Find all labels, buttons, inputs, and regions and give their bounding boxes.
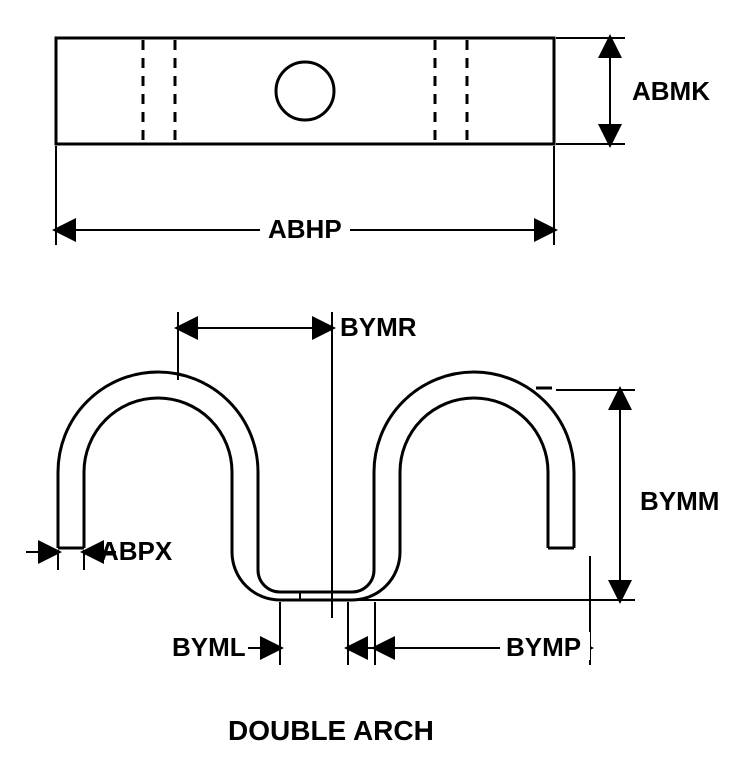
diagram-title: DOUBLE ARCH (228, 715, 434, 746)
diagram-container: ABMK ABHP BYMR ABPX (0, 0, 731, 777)
label-bymm: BYMM (640, 486, 719, 516)
dim-bymp: BYMP (375, 556, 590, 665)
dim-bymr: BYMR (178, 312, 417, 618)
label-bymp: BYMP (506, 632, 581, 662)
diagram-svg: ABMK ABHP BYMR ABPX (0, 0, 731, 777)
dim-abhp: ABHP (56, 146, 554, 245)
top-hole (276, 62, 334, 120)
dim-byml: BYML (172, 602, 380, 665)
label-bymr: BYMR (340, 312, 417, 342)
top-rect (56, 38, 554, 144)
arch-inner (84, 398, 548, 600)
dim-bymm: BYMM (352, 390, 719, 600)
dim-abmk: ABMK (556, 38, 710, 144)
label-abpx: ABPX (100, 536, 173, 566)
label-abhp: ABHP (268, 214, 342, 244)
label-abmk: ABMK (632, 76, 710, 106)
label-byml: BYML (172, 632, 246, 662)
dim-abpx: ABPX (26, 536, 173, 570)
top-view (56, 38, 554, 144)
